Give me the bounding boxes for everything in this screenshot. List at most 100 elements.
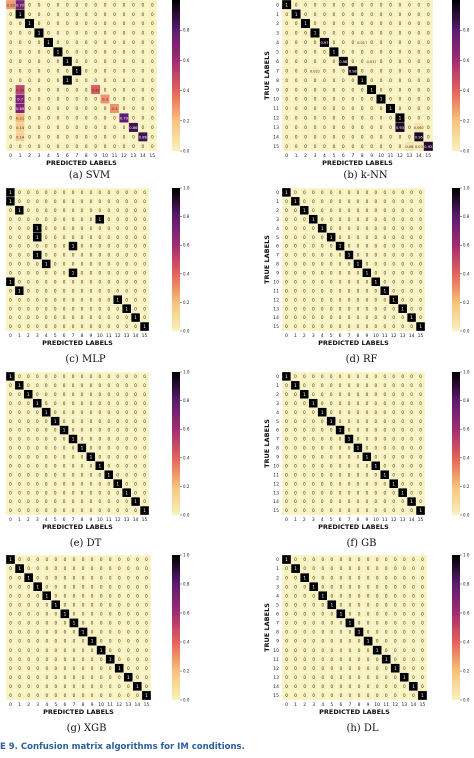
cell-value-label: 0	[410, 244, 413, 249]
x-tick-label: 1	[294, 702, 297, 708]
cell-value-label: 0	[72, 383, 75, 388]
cell-value-label: 1	[380, 97, 383, 102]
cell-value-label: 0	[427, 125, 430, 130]
cell-value-label: 0	[143, 288, 146, 293]
cell-value-label: 0	[72, 419, 75, 424]
cell-value-label: 0	[132, 134, 135, 139]
cell-value-label: 0	[38, 2, 41, 7]
cell-value-label: 0	[66, 21, 69, 26]
cell-value-label: 0	[357, 392, 360, 397]
heatmap-panel-1: 0.28 0.72 0 0 0 0 0 0 0 0 0 0 0 0 0 00 1 0 0 0 0 0 0 0 0 0 0 0 0 0 00 0…	[5, 0, 190, 181]
x-tick-label: 0	[9, 153, 12, 159]
cell-value-label: 0	[348, 306, 351, 311]
cell-value-label: 0	[132, 144, 135, 149]
cell-value-label: 0	[410, 410, 413, 415]
cell-value-label: 0	[28, 116, 31, 121]
cell-value-label: 0	[333, 116, 336, 121]
cell-value-label: 0	[376, 593, 379, 598]
cell-value-label: 0	[109, 630, 112, 635]
cell-value-label: 0	[303, 455, 306, 460]
cell-value-label: 0	[331, 648, 334, 653]
cell-value-label: 0	[18, 244, 21, 249]
cell-value-label: 0	[321, 566, 324, 571]
cell-value-label: 0	[312, 446, 315, 451]
cell-value-label: 0	[63, 455, 66, 460]
cell-value-label: 0	[64, 566, 67, 571]
cell-value-label: 0	[38, 106, 41, 111]
cell-value-label: 0	[9, 666, 12, 671]
cell-value-label: 1	[18, 288, 21, 293]
cell-value-label: 0	[45, 612, 48, 617]
cell-value-label: 0	[9, 208, 12, 213]
cell-value-label: 0	[348, 244, 351, 249]
cell-value-label: 0	[285, 235, 288, 240]
cell-value-label: 0	[312, 648, 315, 653]
cell-value-label: 0	[331, 693, 334, 698]
cell-value-label: 0	[410, 190, 413, 195]
cell-value-label: 0	[27, 279, 30, 284]
cell-value-label: 0	[312, 639, 315, 644]
cell-value-label: 1	[9, 557, 12, 562]
cell-value-label: 0	[392, 262, 395, 267]
cell-value-label: 0	[357, 324, 360, 329]
cell-value-label: 0	[145, 557, 148, 562]
cell-value-label: 0	[383, 401, 386, 406]
cell-value-label: 0	[145, 593, 148, 598]
cell-value-label: 0	[47, 87, 50, 92]
cell-value-label: 0	[90, 472, 93, 477]
cell-value-label: 0	[143, 306, 146, 311]
cell-value-label: 0	[143, 410, 146, 415]
cell-value-label: 0	[370, 31, 373, 36]
cell-value-label: 0	[38, 144, 41, 149]
cell-value-label: 0	[321, 253, 324, 258]
cell-value-label: 0	[64, 648, 67, 653]
cell-value-label: 1	[392, 297, 395, 302]
cell-value-label: 0	[285, 306, 288, 311]
cell-value-label: 0	[36, 666, 39, 671]
cell-value-label: 0	[107, 226, 110, 231]
cell-value-label: 0	[45, 446, 48, 451]
cell-value-label: 0	[376, 675, 379, 680]
cell-value-label: 0	[348, 401, 351, 406]
cell-value-label: 0	[151, 40, 154, 45]
cell-value-label: 0	[94, 78, 97, 83]
cell-value-label: 0	[321, 208, 324, 213]
cell-value-label: 0	[91, 630, 94, 635]
cell-value-label: 0	[136, 693, 139, 698]
y-tick-label: 10	[273, 463, 279, 469]
cell-value-label: 0.7	[17, 98, 23, 102]
cell-value-label: 0	[419, 428, 422, 433]
cell-value-label: 0	[375, 288, 378, 293]
cell-value-label: 1	[419, 508, 422, 513]
cell-value-label: 1	[339, 428, 342, 433]
cell-value-label: 0	[408, 125, 411, 130]
cell-value-label: 0	[394, 630, 397, 635]
cell-value-label: 0	[123, 50, 126, 55]
cell-value-label: 1	[28, 21, 31, 26]
cell-value-label: 0	[330, 481, 333, 486]
cell-value-label: 0	[312, 383, 315, 388]
cell-value-label: 0.3	[102, 98, 108, 102]
cell-value-label: 0	[367, 575, 370, 580]
cell-value-label: 0	[285, 12, 288, 17]
cell-value-label: 0	[63, 392, 66, 397]
x-axis-label: PREDICTED LABELS	[318, 523, 389, 531]
cell-value-label: 0	[94, 134, 97, 139]
cell-value-label: 0	[36, 463, 39, 468]
colorbar-tick-label: 0.2	[463, 300, 470, 305]
cell-value-label: 1	[127, 675, 130, 680]
cell-value-label: 0	[403, 566, 406, 571]
cell-value-label: 0	[408, 2, 411, 7]
cell-value-label: 0	[134, 190, 137, 195]
cell-value-label: 0	[321, 392, 324, 397]
cell-value-label: 0	[408, 78, 411, 83]
cell-value-label: 0	[142, 106, 145, 111]
cell-value-label: 0	[383, 392, 386, 397]
cell-value-label: 0	[143, 499, 146, 504]
cell-value-label: 0	[303, 675, 306, 680]
x-tick-label: 13	[400, 517, 406, 523]
cell-value-label: 0	[427, 12, 430, 17]
cell-value-label: 0	[285, 401, 288, 406]
cell-value-label: 0	[351, 144, 354, 149]
cell-value-label: 0	[294, 508, 297, 513]
